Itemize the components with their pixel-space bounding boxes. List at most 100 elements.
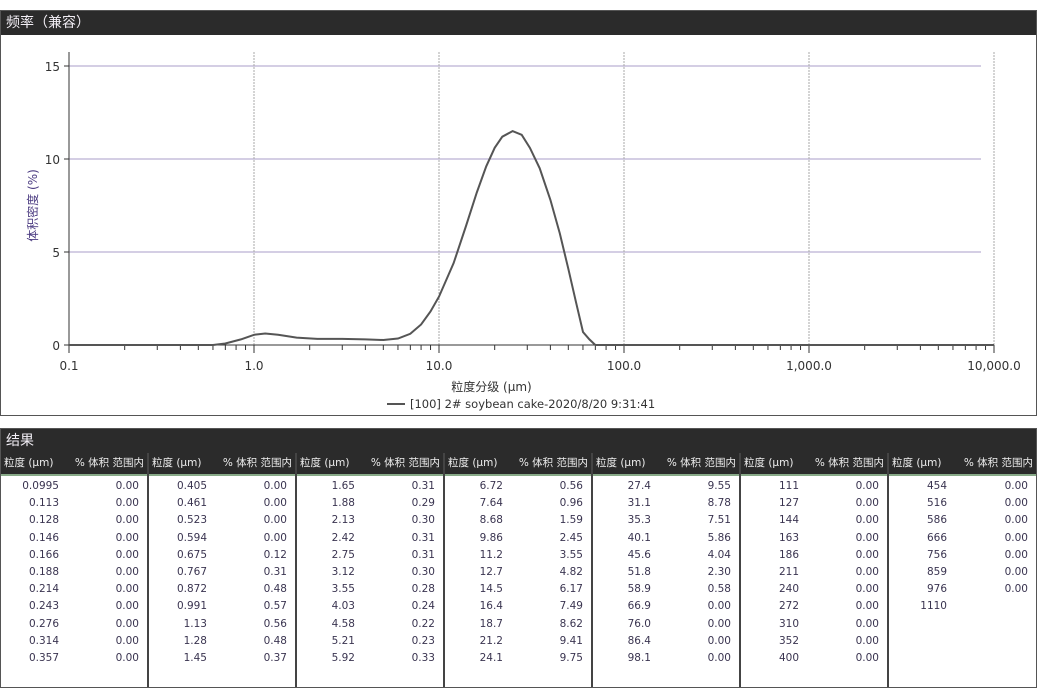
volume-cell: 4.82 [559,565,583,578]
size-cell: 1.28 [183,634,207,647]
table-row: 76.0 0.00 [593,616,739,633]
size-cell: 12.7 [479,565,503,578]
volume-cell: 0.00 [115,548,139,561]
volume-cell: 1.59 [559,514,583,527]
size-cell: 0.243 [28,600,59,613]
table-row: 186 0.00 [741,547,887,564]
size-cell: 586 [926,514,947,527]
series-line [69,129,994,346]
table-row: 51.8 2.30 [593,564,739,581]
size-cell: 0.0995 [22,480,59,492]
size-cell: 31.1 [627,497,651,510]
volume-cell: 0.00 [855,480,879,492]
header-size: 粒度 (µm) [152,457,202,469]
volume-cell: 8.62 [559,617,583,630]
volume-cell: 0.00 [115,617,139,630]
volume-cell: 0.00 [263,497,287,510]
volume-cell: 0.31 [411,480,435,492]
volume-cell: 0.56 [263,617,287,630]
size-cell: 40.1 [627,531,651,544]
size-cell: 3.55 [331,583,355,596]
table-row: 0.0995 0.00 [1,478,147,495]
size-cell: 0.314 [28,634,59,647]
size-cell: 0.128 [28,514,59,527]
volume-cell: 0.96 [559,497,583,510]
size-cell: 0.594 [176,531,207,544]
column-header: 粒度 (µm) % 体积 范围内 [1,453,147,476]
volume-cell: 0.00 [115,634,139,647]
table-row: 3.12 0.30 [297,564,443,581]
volume-cell: 0.00 [115,600,139,613]
table-row: 127 0.00 [741,495,887,512]
table-row: 163 0.00 [741,530,887,547]
table-row: 4.03 0.24 [297,598,443,615]
x-axis-label: 粒度分级 (µm) [451,379,532,394]
volume-cell: 0.00 [855,651,879,664]
volume-cell: 0.00 [855,531,879,544]
size-cell: 1.65 [331,480,355,492]
x-tick-label: 1.0 [244,359,263,373]
volume-cell: 6.17 [559,583,583,596]
size-cell: 35.3 [627,514,651,527]
table-row: 0.314 0.00 [1,633,147,650]
table-row: 0.243 0.00 [1,598,147,615]
size-cell: 45.6 [627,548,651,561]
table-row: 1.65 0.31 [297,478,443,495]
volume-cell: 0.00 [855,617,879,630]
volume-cell: 0.24 [411,600,435,613]
size-cell: 6.72 [479,480,503,492]
column-header: 粒度 (µm) % 体积 范围内 [741,453,887,476]
table-row: 211 0.00 [741,564,887,581]
results-column-group: 粒度 (µm)% 体积 范围内 0.0995 0.00 0.113 0.00 0.128 0… [1,453,149,687]
table-row: 0.166 0.00 [1,547,147,564]
table-row: 0.357 0.00 [1,650,147,667]
size-cell: 3.12 [331,565,355,578]
table-row: 5.92 0.33 [297,650,443,667]
size-cell: 2.42 [331,531,355,544]
table-row: 0.594 0.00 [149,530,295,547]
size-cell: 0.166 [28,548,59,561]
volume-cell: 0.00 [1004,480,1028,492]
table-row: 12.7 4.82 [445,564,591,581]
size-cell: 2.13 [331,514,355,527]
column-header: 粒度 (µm) % 体积 范围内 [445,453,591,476]
table-row: 0.767 0.31 [149,564,295,581]
volume-cell: 0.00 [707,600,731,613]
table-row: 16.4 7.49 [445,598,591,615]
legend-label: [100] 2# soybean cake-2020/8/20 9:31:41 [410,397,655,411]
size-cell: 0.405 [176,480,207,492]
table-row: 4.58 0.22 [297,616,443,633]
volume-cell: 0.58 [707,583,731,596]
size-cell: 859 [926,565,947,578]
results-column-group: 粒度 (µm)% 体积 范围内 0.405 0.00 0.461 0.00 0.523 0.… [149,453,297,687]
volume-cell: 8.78 [707,497,731,510]
table-row: 0.113 0.00 [1,495,147,512]
size-cell: 0.991 [176,600,207,613]
table-row: 98.1 0.00 [593,650,739,667]
table-row: 45.6 4.04 [593,547,739,564]
x-tick-label: 100.0 [607,359,641,373]
size-cell: 51.8 [627,565,651,578]
volume-cell: 5.86 [707,531,731,544]
volume-cell: 0.00 [115,565,139,578]
size-cell: 240 [778,583,799,596]
results-column-group: 粒度 (µm) % 体积 范围内 27.4 9.55 31.1 8.78 35.3 7.51 4… [593,453,741,687]
table-row: 35.3 7.51 [593,512,739,529]
table-row: 352 0.00 [741,633,887,650]
table-row: 27.4 9.55 [593,478,739,495]
table-row: 5.21 0.23 [297,633,443,650]
size-cell: 163 [778,531,799,544]
volume-cell: 0.00 [855,600,879,613]
table-row: 7.64 0.96 [445,495,591,512]
table-row: 0.405 0.00 [149,478,295,495]
size-cell: 0.146 [28,531,59,544]
size-cell: 144 [778,514,799,527]
x-tick-label: 1,000.0 [786,359,832,373]
table-row: 756 0.00 [889,547,1036,564]
table-row: 0.872 0.48 [149,581,295,598]
volume-cell: 0.00 [855,565,879,578]
header-volume: % 体积 范围内 [666,457,736,469]
size-cell: 4.58 [331,617,355,630]
volume-cell [947,598,1036,615]
table-row: 9.86 2.45 [445,530,591,547]
